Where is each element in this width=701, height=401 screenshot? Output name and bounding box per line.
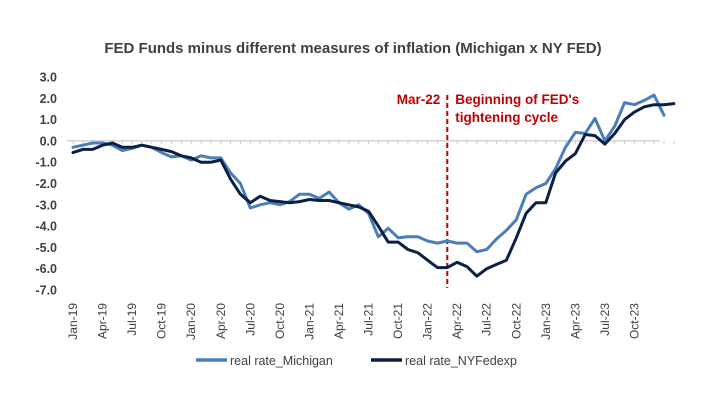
y-tick-label: 2.0: [40, 92, 57, 106]
x-tick-label: Apr-22: [450, 303, 464, 339]
y-tick-label: 0.0: [40, 134, 57, 148]
y-tick-label: -1.0: [35, 156, 57, 170]
chart-title: FED Funds minus different measures of in…: [104, 40, 601, 57]
y-tick-label: -7.0: [35, 284, 57, 298]
y-tick-label: -4.0: [35, 220, 57, 234]
x-tick-label: Oct-20: [273, 303, 287, 339]
annotation-text-line2: tightening cycle: [455, 110, 558, 125]
x-tick-label: Jul-23: [598, 303, 612, 336]
x-tick-label: Jan-20: [184, 303, 198, 340]
x-tick-label: Jul-22: [480, 303, 494, 336]
y-tick-label: 1.0: [40, 113, 57, 127]
x-tick-label: Oct-22: [509, 303, 523, 339]
x-axis: Jan-19 Apr-19 Jul-19 Oct-19 Jan-20 Apr-20 Jul-…: [66, 140, 675, 340]
plot-area: [71, 93, 676, 278]
annotation-date-label: Mar-22: [397, 92, 441, 107]
x-tick-label: Apr-21: [332, 303, 346, 339]
x-tick-label: Jul-19: [125, 303, 139, 336]
x-tick-label: Jan-23: [539, 303, 553, 340]
y-tick-label: 3.0: [40, 71, 57, 85]
y-tick-label: -6.0: [35, 262, 57, 276]
x-tick-label: Apr-20: [214, 303, 228, 339]
legend: real rate_Michigan real rate_NYFedexp: [196, 354, 517, 368]
y-axis: 3.0 2.0 1.0 0.0 -1.0 -2.0 -3.0 -4.0 -5.0 -6.0 -7.0: [35, 71, 57, 298]
legend-label: real rate_NYFedexp: [405, 354, 517, 368]
x-tick-label: Oct-23: [627, 303, 641, 339]
x-tick-label: Jan-19: [66, 303, 80, 340]
x-tick-label: Apr-19: [96, 303, 110, 339]
x-tick-label: Jan-22: [421, 303, 435, 340]
y-tick-label: -3.0: [35, 198, 57, 212]
x-tick-label: Jul-21: [362, 303, 376, 336]
series-line-nyfed: [71, 102, 676, 278]
x-tick-label: Oct-19: [155, 303, 169, 339]
y-tick-label: -5.0: [35, 241, 57, 255]
y-tick-label: -2.0: [35, 177, 57, 191]
x-tick-label: Jan-21: [302, 303, 316, 340]
legend-label: real rate_Michigan: [230, 354, 333, 368]
x-tick-label: Jul-20: [243, 303, 257, 336]
tightening-annotation: Mar-22 Beginning of FED's tightening cycle: [397, 92, 579, 288]
annotation-text-line1: Beginning of FED's: [455, 92, 579, 107]
x-tick-label: Oct-21: [391, 303, 405, 339]
x-tick-label: Apr-23: [568, 303, 582, 339]
series-line-michigan: [71, 93, 666, 254]
